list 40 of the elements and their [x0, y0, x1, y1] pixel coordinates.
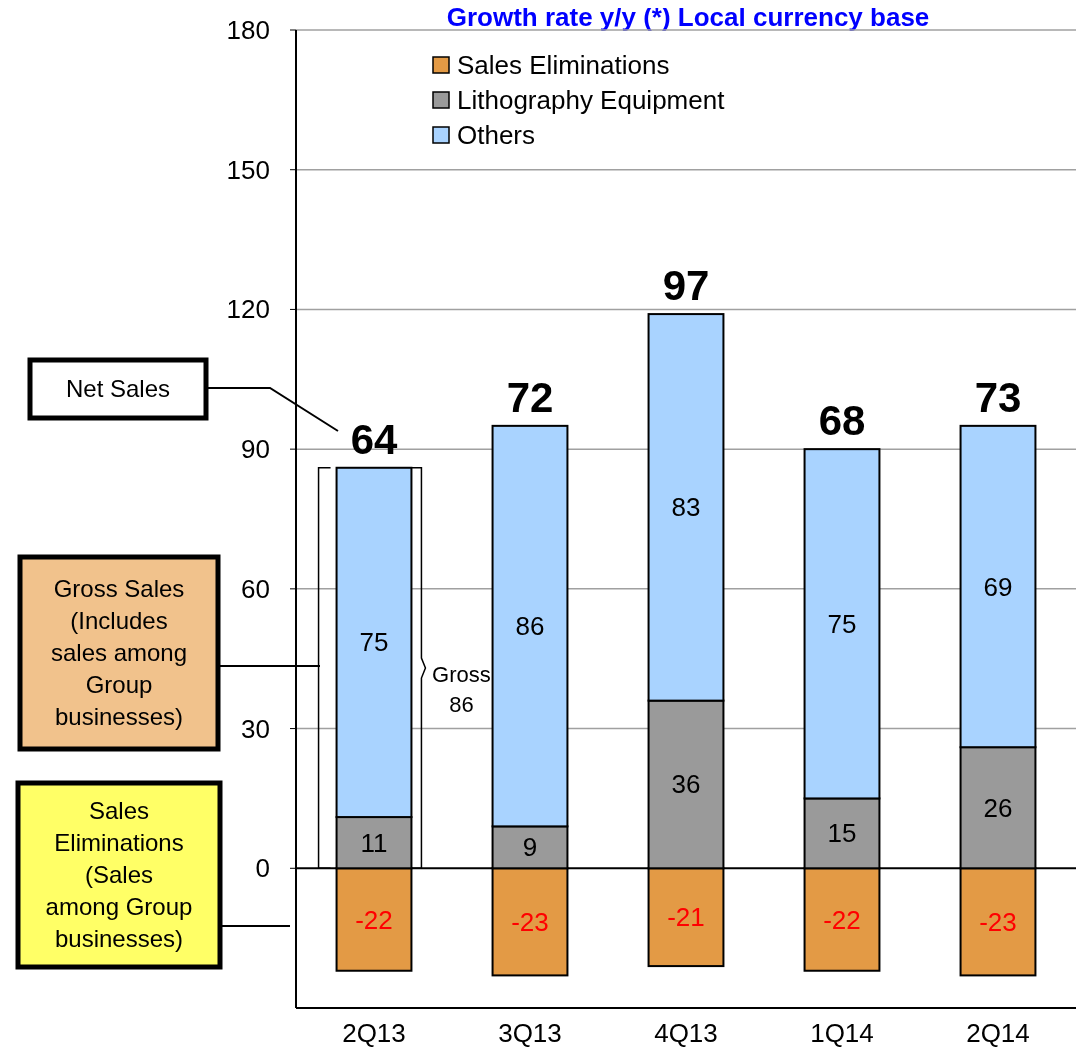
data-label: -23: [979, 906, 1017, 937]
data-label: 26: [983, 792, 1013, 823]
y-tick-label: 180: [226, 15, 270, 45]
x-tick-label: 3Q13: [498, 1018, 562, 1048]
x-tick-label: 2Q14: [966, 1018, 1030, 1048]
total-label: 68: [818, 397, 866, 445]
data-label: -21: [667, 902, 705, 933]
chart-title: Growth rate y/y (*) Local currency base: [446, 2, 930, 32]
data-label: -22: [355, 904, 393, 935]
data-label: 75: [359, 627, 389, 658]
data-label: 83: [671, 492, 701, 523]
y-tick-label: 0: [255, 853, 270, 884]
annotation: Gross 86: [432, 662, 491, 717]
total-label: 97: [662, 262, 710, 310]
legend-label: Others: [457, 120, 536, 150]
y-tick-label: 90: [241, 434, 270, 465]
y-tick-label: 120: [226, 294, 270, 325]
y-tick-label: 30: [241, 713, 270, 744]
x-tick-label: 1Q14: [810, 1018, 874, 1048]
legend-label: Lithography Equipment: [457, 85, 726, 115]
data-label: 9: [522, 832, 538, 863]
data-label: 15: [827, 818, 857, 849]
data-label: 86: [515, 611, 545, 642]
text: Sales Eliminations (Sales among Group businesses): [45, 797, 193, 952]
data-label: 69: [983, 571, 1013, 602]
y-tick-label: 150: [226, 154, 270, 185]
text: Gross Sales (Includes sales among Group businesses): [50, 575, 188, 730]
data-label: 75: [827, 608, 857, 639]
total-label: 72: [506, 373, 554, 421]
data-label: 36: [671, 769, 701, 800]
legend-label: Sales Eliminations: [457, 50, 670, 80]
x-tick-label: 2Q13: [342, 1018, 406, 1048]
text: Net Sales: [65, 375, 171, 402]
data-label: -23: [511, 906, 549, 937]
data-label: -22: [823, 904, 861, 935]
y-tick-label: 60: [241, 573, 270, 604]
data-label: 11: [360, 827, 388, 858]
total-label: 73: [974, 373, 1022, 421]
total-label: 64: [350, 415, 398, 463]
x-tick-label: 4Q13: [654, 1018, 718, 1048]
